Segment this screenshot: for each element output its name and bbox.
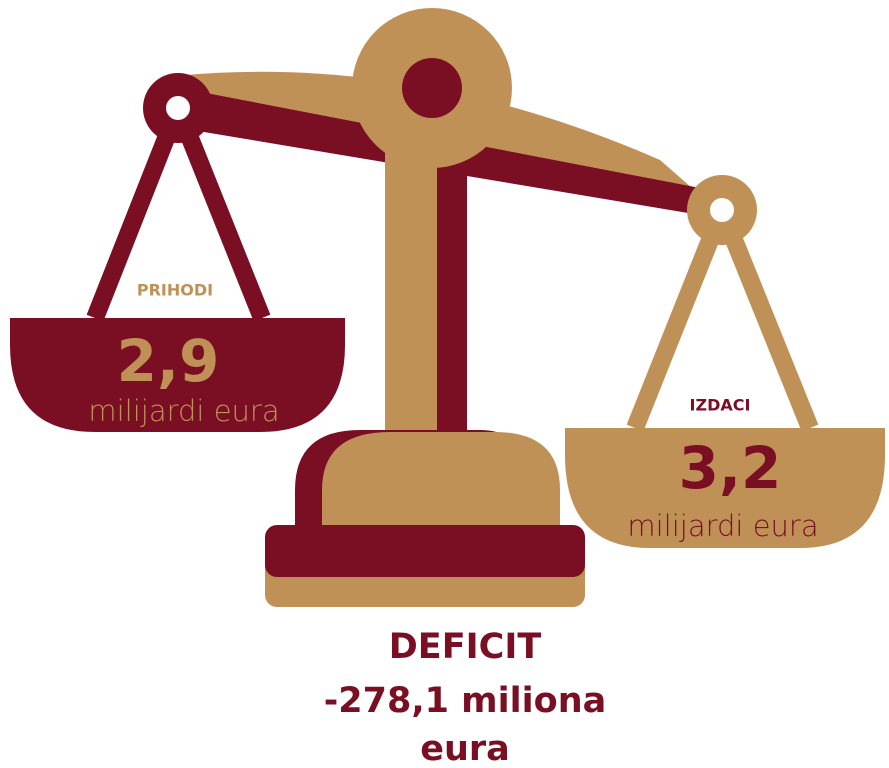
right-unit: milijardi eura xyxy=(627,509,818,543)
left-amount: 2,9 xyxy=(117,327,220,395)
left-unit: milijardi eura xyxy=(88,394,279,428)
deficit-line: -278,1 miliona xyxy=(324,681,606,721)
base-plate xyxy=(265,525,585,577)
deficit-title: DEFICIT xyxy=(389,627,542,667)
pivot-center xyxy=(402,58,462,118)
right-label: IZDACI xyxy=(690,396,751,415)
left-label: PRIHODI xyxy=(137,281,213,300)
deficit-line: eura xyxy=(420,729,510,768)
base-dome xyxy=(322,432,560,530)
right-amount: 3,2 xyxy=(679,434,782,502)
scale-infographic: PRIHODI 2,9 milijardi eura IZDACI 3,2 mi… xyxy=(0,0,889,768)
right-ring-hole xyxy=(710,198,734,222)
left-ring-hole xyxy=(166,96,190,120)
